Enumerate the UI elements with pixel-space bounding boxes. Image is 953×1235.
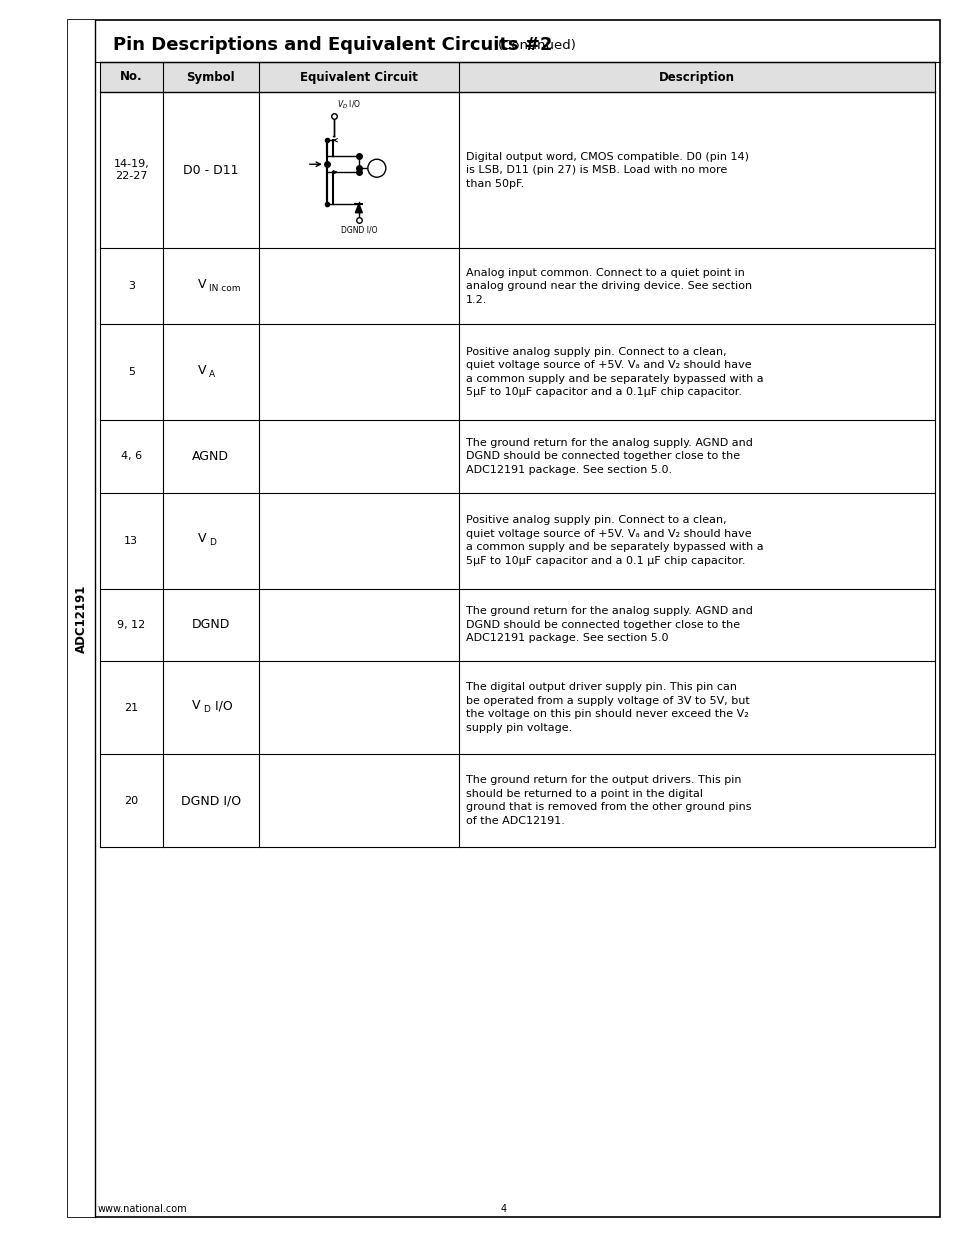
- Text: is LSB, D11 (pin 27) is MSB. Load with no more: is LSB, D11 (pin 27) is MSB. Load with n…: [466, 165, 726, 175]
- Text: V: V: [192, 699, 200, 713]
- Text: should be returned to a point in the digital: should be returned to a point in the dig…: [466, 789, 702, 799]
- Text: 5μF to 10μF capacitor and a 0.1μF chip capacitor.: 5μF to 10μF capacitor and a 0.1μF chip c…: [466, 388, 741, 398]
- Text: Description: Description: [659, 70, 734, 84]
- Text: the voltage on this pin should never exceed the V₂: the voltage on this pin should never exc…: [466, 709, 748, 720]
- Text: I/O: I/O: [211, 699, 233, 713]
- Text: The digital output driver supply pin. This pin can: The digital output driver supply pin. Th…: [466, 683, 737, 693]
- Text: DGND: DGND: [192, 619, 230, 631]
- Text: V: V: [198, 278, 207, 290]
- Text: Pin Descriptions and Equivalent Circuits #2: Pin Descriptions and Equivalent Circuits…: [112, 36, 552, 54]
- Text: Digital output word, CMOS compatible. D0 (pin 14): Digital output word, CMOS compatible. D0…: [466, 152, 748, 162]
- Text: DGND I/O: DGND I/O: [180, 794, 240, 806]
- Text: D: D: [209, 538, 215, 547]
- Polygon shape: [355, 204, 362, 212]
- Text: be operated from a supply voltage of 3V to 5V, but: be operated from a supply voltage of 3V …: [466, 697, 749, 706]
- Text: quiet voltage source of +5V. Vₐ and V₂ should have: quiet voltage source of +5V. Vₐ and V₂ s…: [466, 529, 751, 538]
- Text: quiet voltage source of +5V. Vₐ and V₂ should have: quiet voltage source of +5V. Vₐ and V₂ s…: [466, 361, 751, 370]
- Text: Symbol: Symbol: [186, 70, 234, 84]
- Text: No.: No.: [120, 70, 143, 84]
- Text: 4: 4: [500, 1204, 507, 1214]
- Text: V: V: [198, 532, 207, 545]
- Text: ground that is removed from the other ground pins: ground that is removed from the other gr…: [466, 803, 751, 813]
- Text: Equivalent Circuit: Equivalent Circuit: [299, 70, 417, 84]
- Text: $V_D$ I/O: $V_D$ I/O: [336, 99, 361, 111]
- Text: www.national.com: www.national.com: [98, 1204, 188, 1214]
- Text: analog ground near the driving device. See section: analog ground near the driving device. S…: [466, 282, 751, 291]
- Circle shape: [368, 159, 385, 178]
- Text: A: A: [209, 369, 214, 379]
- Text: Positive analog supply pin. Connect to a clean,: Positive analog supply pin. Connect to a…: [466, 347, 726, 357]
- Text: DGND should be connected together close to the: DGND should be connected together close …: [466, 451, 740, 462]
- Text: AGND: AGND: [192, 450, 229, 463]
- Text: ADC12191: ADC12191: [75, 584, 88, 652]
- Text: The ground return for the analog supply. AGND and: The ground return for the analog supply.…: [466, 438, 752, 448]
- Bar: [100, 62, 934, 91]
- Text: 1.2.: 1.2.: [466, 295, 487, 305]
- Text: The ground return for the analog supply. AGND and: The ground return for the analog supply.…: [466, 606, 752, 616]
- Text: V: V: [198, 363, 207, 377]
- Text: 4, 6: 4, 6: [121, 451, 142, 462]
- Text: 20: 20: [124, 795, 138, 805]
- Text: DGND should be connected together close to the: DGND should be connected together close …: [466, 620, 740, 630]
- Text: ADC12191 package. See section 5.0.: ADC12191 package. See section 5.0.: [466, 464, 672, 475]
- Bar: [68, 20, 95, 1216]
- Text: 21: 21: [124, 703, 138, 713]
- Text: of the ADC12191.: of the ADC12191.: [466, 816, 564, 826]
- Text: 5: 5: [128, 367, 134, 377]
- Text: D0 - D11: D0 - D11: [183, 164, 238, 177]
- Text: a common supply and be separately bypassed with a: a common supply and be separately bypass…: [466, 374, 762, 384]
- Text: (Continued): (Continued): [497, 38, 577, 52]
- Text: 13: 13: [124, 536, 138, 546]
- Text: Positive analog supply pin. Connect to a clean,: Positive analog supply pin. Connect to a…: [466, 515, 726, 525]
- Text: 9, 12: 9, 12: [117, 620, 145, 630]
- Text: D: D: [202, 705, 210, 714]
- Text: Analog input common. Connect to a quiet point in: Analog input common. Connect to a quiet …: [466, 268, 744, 278]
- Text: a common supply and be separately bypassed with a: a common supply and be separately bypass…: [466, 542, 762, 552]
- Text: than 50pF.: than 50pF.: [466, 179, 524, 189]
- Text: 3: 3: [128, 282, 134, 291]
- Text: 5μF to 10μF capacitor and a 0.1 μF chip capacitor.: 5μF to 10μF capacitor and a 0.1 μF chip …: [466, 556, 744, 566]
- Text: DGND I/O: DGND I/O: [340, 225, 376, 235]
- Text: 14-19,
22-27: 14-19, 22-27: [113, 159, 149, 182]
- Text: supply pin voltage.: supply pin voltage.: [466, 722, 572, 732]
- Text: The ground return for the output drivers. This pin: The ground return for the output drivers…: [466, 776, 740, 785]
- Text: IN com: IN com: [209, 284, 240, 293]
- Text: ADC12191 package. See section 5.0: ADC12191 package. See section 5.0: [466, 634, 668, 643]
